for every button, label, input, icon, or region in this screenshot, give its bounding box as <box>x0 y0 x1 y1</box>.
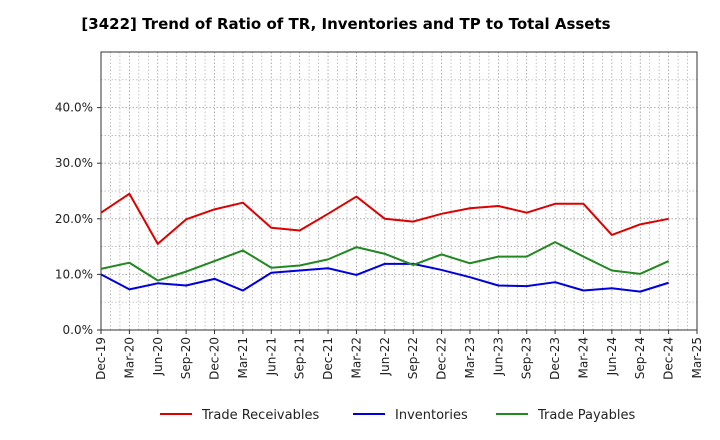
x-tick-label: Mar-22 <box>349 337 363 378</box>
x-tick-label: Sep-21 <box>293 337 307 379</box>
x-tick-label: Dec-24 <box>662 337 676 380</box>
x-axis: Dec-19 Mar-20 Jun-20 Sep-20 Dec-20 Mar-21 Jun-… <box>94 330 704 380</box>
y-tick-label: 0.0% <box>63 323 94 337</box>
legend-item: Trade Payables <box>496 408 635 423</box>
series-lines <box>100 192 670 293</box>
x-tick-label: Sep-20 <box>179 337 193 379</box>
x-tick-label: Sep-24 <box>633 337 647 379</box>
x-tick-label: Dec-22 <box>435 337 449 380</box>
y-tick-label: 30.0% <box>55 156 93 170</box>
series-line-trade-payables <box>100 241 670 282</box>
x-tick-label: Jun-20 <box>151 337 165 376</box>
x-tick-label: Mar-20 <box>122 337 136 378</box>
x-tick-label: Jun-21 <box>264 337 278 376</box>
plot-area <box>100 51 698 331</box>
x-tick-label: Jun-22 <box>378 337 392 376</box>
y-axis: 0.0% 10.0% 20.0% 30.0% 40.0% <box>55 101 101 337</box>
legend-label: Trade Receivables <box>201 408 319 423</box>
legend-item: Inventories <box>353 408 468 423</box>
x-tick-label: Dec-21 <box>321 337 335 380</box>
legend-label: Inventories <box>395 408 468 423</box>
x-tick-label: Dec-19 <box>94 337 108 380</box>
x-tick-label: Jun-24 <box>605 337 619 376</box>
x-tick-label: Jun-23 <box>491 337 505 376</box>
series-line-inventories <box>100 262 669 293</box>
x-tick-label: Sep-22 <box>406 337 420 379</box>
y-tick-label: 40.0% <box>55 101 93 115</box>
x-tick-label: Mar-25 <box>690 337 704 378</box>
legend-item: Trade Receivables <box>160 408 319 423</box>
y-tick-label: 10.0% <box>55 267 93 281</box>
x-tick-label: Dec-20 <box>208 337 222 380</box>
x-tick-label: Sep-23 <box>520 337 534 379</box>
x-tick-label: Mar-24 <box>576 337 590 378</box>
legend-label: Trade Payables <box>537 408 635 423</box>
x-tick-label: Mar-23 <box>463 337 477 378</box>
series-line-trade-receivables <box>100 192 669 245</box>
plot-border <box>100 51 698 331</box>
legend: Trade Receivables Inventories Trade Payabl… <box>160 408 635 423</box>
x-tick-label: Mar-21 <box>236 337 250 378</box>
chart-title: [3422] Trend of Ratio of TR, Inventories… <box>81 15 610 33</box>
y-tick-label: 20.0% <box>55 212 93 226</box>
x-tick-label: Dec-23 <box>548 337 562 380</box>
